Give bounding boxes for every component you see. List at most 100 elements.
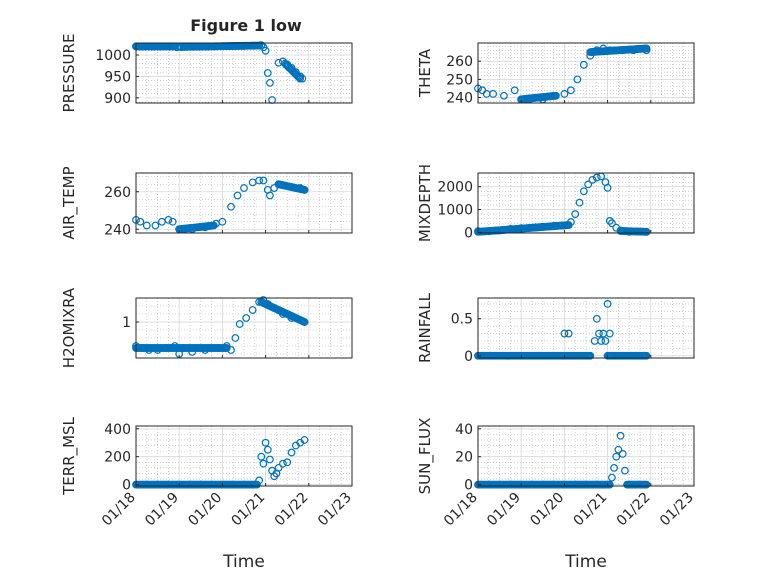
data-point bbox=[588, 175, 597, 184]
data-point bbox=[283, 458, 292, 467]
axes-box bbox=[477, 172, 695, 234]
data-point bbox=[287, 448, 296, 457]
data-point bbox=[296, 74, 305, 83]
data-point bbox=[294, 72, 302, 81]
x-axis-label: Time bbox=[222, 552, 265, 572]
data-point bbox=[528, 223, 536, 232]
data-point bbox=[153, 346, 162, 354]
data-point bbox=[564, 329, 573, 338]
data-point bbox=[614, 445, 623, 454]
data-point bbox=[287, 63, 296, 72]
y-tick-label: 1 bbox=[122, 315, 131, 331]
data-point bbox=[573, 75, 582, 84]
data-point bbox=[616, 431, 625, 440]
y-tick-label: 240 bbox=[104, 222, 131, 238]
data-point bbox=[605, 480, 614, 489]
data-point bbox=[248, 306, 257, 314]
data-point bbox=[586, 51, 595, 60]
data-point bbox=[231, 334, 240, 342]
subplot-air-temp: 240 260 AIR_TEMP bbox=[60, 166, 353, 240]
data-point bbox=[571, 210, 580, 218]
data-point bbox=[625, 227, 634, 236]
data-point bbox=[608, 219, 616, 228]
data-point bbox=[274, 463, 283, 472]
axes-box bbox=[135, 42, 353, 104]
data-point bbox=[270, 304, 279, 312]
axes-box bbox=[477, 297, 695, 359]
data-point bbox=[257, 41, 266, 50]
data-point bbox=[538, 222, 547, 231]
data-point bbox=[620, 466, 629, 475]
subplot-rainfall: 0 0.5 RAINFALL bbox=[416, 292, 695, 365]
data-point bbox=[586, 351, 595, 360]
x-tick-label: 01/20 bbox=[185, 490, 225, 530]
data-point bbox=[168, 217, 177, 226]
data-point bbox=[136, 217, 145, 226]
subplot-sun-flux: 0 20 40 01/18 01/19 01/20 01/21 01/22 01/23 SUN_F… bbox=[416, 418, 697, 572]
x-tick-label: 01/22 bbox=[272, 490, 312, 530]
data-point bbox=[201, 346, 210, 354]
data-point bbox=[240, 184, 248, 192]
figure-title: Figure 1 low bbox=[190, 16, 302, 35]
data-point bbox=[151, 221, 160, 230]
data-series bbox=[132, 436, 309, 489]
data-point bbox=[214, 344, 222, 352]
x-tick-label: 01/23 bbox=[657, 490, 697, 530]
data-point bbox=[255, 298, 264, 306]
y-tick-label: 900 bbox=[104, 91, 131, 107]
data-point bbox=[500, 91, 508, 100]
data-point bbox=[274, 58, 283, 67]
y-axis-label: PRESSURE bbox=[60, 34, 78, 113]
data-point bbox=[579, 187, 588, 196]
data-point bbox=[227, 202, 235, 211]
subplot-terr-msl: 0 200 400 01/18 01/19 01/20 01/21 01/22 01/23 TER… bbox=[60, 416, 355, 572]
data-point bbox=[227, 346, 235, 354]
y-axis-label: THETA bbox=[416, 48, 434, 98]
x-tick-label: 01/19 bbox=[484, 490, 524, 530]
data-point bbox=[263, 300, 272, 308]
x-tick-label: 01/18 bbox=[99, 490, 139, 530]
data-point bbox=[566, 86, 575, 95]
data-point bbox=[201, 223, 210, 232]
y-tick-label: 260 bbox=[104, 185, 131, 201]
data-point bbox=[266, 191, 274, 200]
data-point bbox=[629, 46, 638, 55]
data-point bbox=[300, 436, 309, 444]
data-point bbox=[259, 459, 268, 468]
x-tick-label: 01/21 bbox=[571, 490, 611, 530]
data-point bbox=[142, 221, 151, 230]
y-tick-label: 1000 bbox=[95, 48, 131, 64]
y-axis-label: TERR_MSL bbox=[60, 416, 79, 495]
data-point bbox=[560, 329, 569, 338]
data-point bbox=[601, 337, 610, 345]
data-point bbox=[296, 72, 305, 81]
y-tick-label: 40 bbox=[455, 422, 473, 438]
data-point bbox=[603, 300, 612, 308]
y-axis-label: RAINFALL bbox=[416, 292, 434, 363]
data-point bbox=[592, 314, 601, 323]
data-series bbox=[474, 44, 651, 104]
data-point bbox=[255, 476, 264, 485]
data-point bbox=[257, 452, 266, 461]
data-point bbox=[287, 314, 296, 322]
y-axis-label: MIXDEPTH bbox=[416, 164, 434, 242]
data-point bbox=[549, 222, 558, 230]
data-point bbox=[209, 221, 218, 230]
data-point bbox=[263, 445, 272, 454]
y-tick-label: 950 bbox=[104, 69, 131, 85]
subplot-theta: 240 250 260 THETA bbox=[416, 42, 695, 107]
y-axis-label: SUN_FLUX bbox=[416, 418, 435, 495]
data-point bbox=[610, 463, 618, 472]
data-point bbox=[560, 90, 569, 98]
data-point bbox=[222, 342, 231, 350]
data-point bbox=[162, 344, 171, 352]
data-point bbox=[242, 314, 251, 322]
y-tick-label: 240 bbox=[446, 91, 473, 107]
y-tick-label: 250 bbox=[446, 72, 473, 88]
data-point bbox=[506, 224, 515, 233]
data-point bbox=[605, 217, 614, 225]
x-tick-label: 01/23 bbox=[315, 490, 355, 530]
axes-box bbox=[477, 42, 695, 104]
axes-box bbox=[135, 172, 353, 234]
